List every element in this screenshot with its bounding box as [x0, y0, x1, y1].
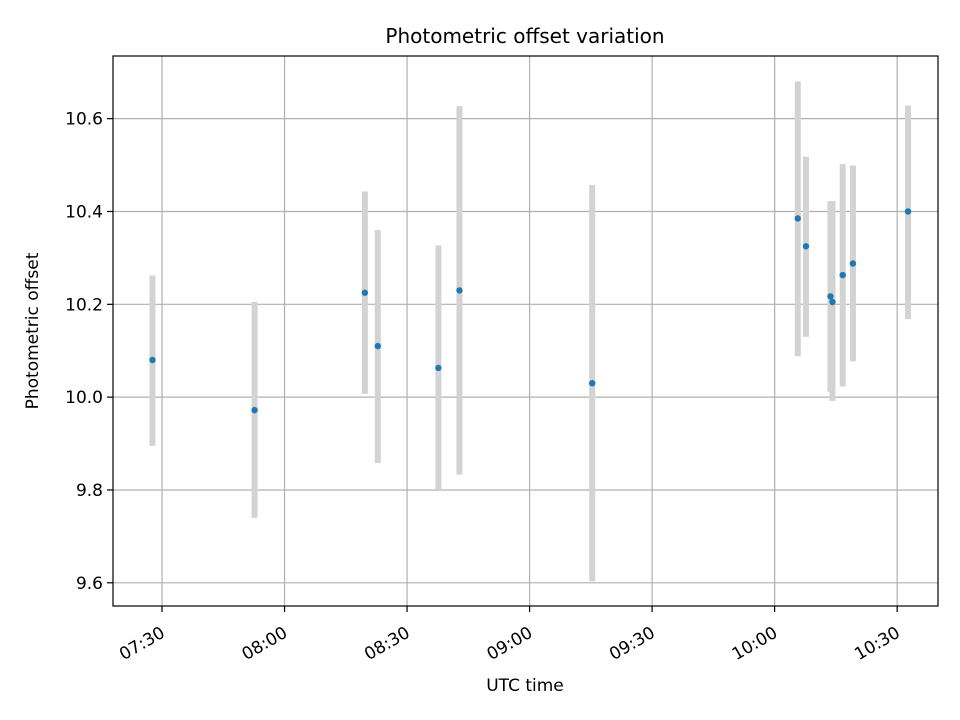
data-point [849, 260, 857, 267]
y-axis-label: Photometric offset [23, 252, 43, 409]
data-points [149, 208, 912, 414]
data-point [802, 243, 810, 250]
y-tick-label: 9.8 [76, 481, 103, 501]
data-point [251, 406, 258, 414]
y-tick-label: 10.4 [65, 202, 103, 222]
chart-title: Photometric offset variation [385, 24, 664, 48]
data-point [374, 342, 381, 350]
data-point [829, 298, 836, 306]
y-axis: 9.6 9.8 10.0 10.2 10.4 10.6 [65, 110, 113, 594]
data-point [827, 293, 834, 300]
plot-frame [112, 55, 939, 607]
data-point [839, 271, 846, 279]
y-tick-label: 10.0 [65, 388, 103, 408]
data-point [589, 380, 596, 387]
data-point [794, 215, 801, 222]
data-point [149, 356, 156, 364]
data-point [435, 364, 442, 372]
data-point [904, 208, 912, 215]
data-point [361, 289, 369, 296]
data-point [456, 287, 463, 294]
y-tick-label: 9.6 [76, 574, 103, 594]
x-axis-label: UTC time [486, 676, 564, 696]
y-tick-label: 10.2 [65, 295, 103, 315]
y-tick-label: 10.6 [65, 110, 103, 130]
